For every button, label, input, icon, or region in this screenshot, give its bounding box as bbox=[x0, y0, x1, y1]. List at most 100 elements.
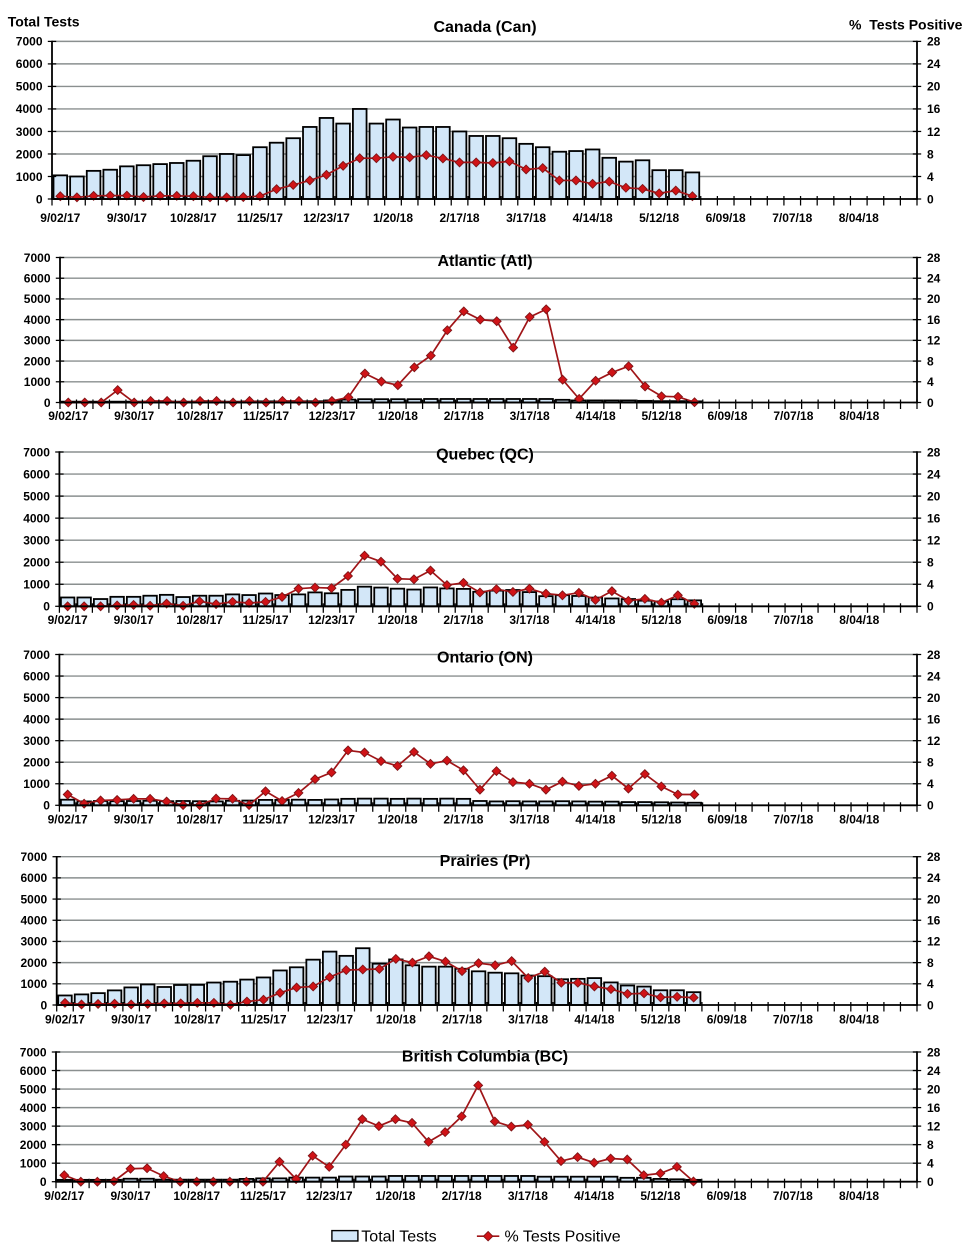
svg-text:12: 12 bbox=[927, 125, 941, 139]
svg-text:0: 0 bbox=[44, 396, 51, 410]
svg-text:9/02/17: 9/02/17 bbox=[44, 1189, 84, 1203]
svg-text:24: 24 bbox=[927, 467, 941, 481]
svg-text:0: 0 bbox=[41, 998, 48, 1012]
svg-text:4: 4 bbox=[927, 1156, 934, 1170]
svg-text:4000: 4000 bbox=[20, 914, 47, 928]
svg-text:12: 12 bbox=[927, 334, 941, 348]
svg-text:2000: 2000 bbox=[23, 756, 50, 770]
svg-text:2000: 2000 bbox=[20, 1138, 47, 1152]
svg-text:8: 8 bbox=[927, 1138, 934, 1152]
svg-text:1/20/18: 1/20/18 bbox=[373, 211, 413, 225]
svg-text:4000: 4000 bbox=[16, 102, 43, 116]
svg-text:5000: 5000 bbox=[23, 691, 50, 705]
svg-text:2/17/18: 2/17/18 bbox=[440, 211, 480, 225]
svg-text:28: 28 bbox=[927, 35, 941, 49]
svg-text:6/09/18: 6/09/18 bbox=[707, 1013, 747, 1027]
svg-text:British Columbia (BC): British Columbia (BC) bbox=[402, 1049, 568, 1066]
svg-text:4/14/18: 4/14/18 bbox=[573, 211, 613, 225]
svg-text:6000: 6000 bbox=[20, 1064, 47, 1078]
svg-text:20: 20 bbox=[927, 1082, 941, 1096]
svg-text:1/20/18: 1/20/18 bbox=[377, 813, 417, 827]
svg-text:7/07/18: 7/07/18 bbox=[773, 1013, 813, 1027]
svg-text:9/30/17: 9/30/17 bbox=[114, 409, 154, 423]
svg-text:4000: 4000 bbox=[23, 511, 50, 525]
svg-text:8/04/18: 8/04/18 bbox=[839, 1189, 879, 1203]
svg-text:3000: 3000 bbox=[23, 533, 50, 547]
svg-text:1/20/18: 1/20/18 bbox=[376, 1013, 416, 1027]
svg-text:1/20/18: 1/20/18 bbox=[375, 1189, 415, 1203]
svg-text:9/30/17: 9/30/17 bbox=[110, 1189, 150, 1203]
svg-text:3000: 3000 bbox=[23, 734, 50, 748]
svg-text:3/17/18: 3/17/18 bbox=[508, 1189, 548, 1203]
svg-text:7/07/18: 7/07/18 bbox=[773, 1189, 813, 1203]
svg-text:4/14/18: 4/14/18 bbox=[574, 1189, 614, 1203]
svg-text:9/02/17: 9/02/17 bbox=[48, 813, 88, 827]
svg-text:6000: 6000 bbox=[20, 871, 47, 885]
svg-text:2/17/18: 2/17/18 bbox=[444, 409, 484, 423]
svg-text:0: 0 bbox=[927, 998, 934, 1012]
svg-text:16: 16 bbox=[927, 313, 941, 327]
svg-text:8/04/18: 8/04/18 bbox=[839, 211, 879, 225]
svg-text:3/17/18: 3/17/18 bbox=[509, 613, 549, 627]
svg-text:0: 0 bbox=[36, 192, 43, 206]
svg-text:Ontario (ON): Ontario (ON) bbox=[437, 650, 533, 667]
svg-text:12/23/17: 12/23/17 bbox=[308, 813, 355, 827]
svg-text:6000: 6000 bbox=[23, 669, 50, 683]
svg-text:5/12/18: 5/12/18 bbox=[641, 1013, 681, 1027]
svg-text:7/07/18: 7/07/18 bbox=[773, 813, 813, 827]
svg-text:16: 16 bbox=[927, 511, 941, 525]
svg-text:9/30/17: 9/30/17 bbox=[107, 211, 147, 225]
svg-text:9/30/17: 9/30/17 bbox=[114, 813, 154, 827]
svg-text:6/09/18: 6/09/18 bbox=[707, 813, 747, 827]
svg-text:1000: 1000 bbox=[23, 578, 50, 592]
svg-text:7000: 7000 bbox=[20, 850, 47, 864]
svg-text:3000: 3000 bbox=[24, 334, 51, 348]
svg-text:% Tests Positive: % Tests Positive bbox=[849, 17, 963, 33]
svg-text:8: 8 bbox=[927, 756, 934, 770]
svg-text:24: 24 bbox=[927, 669, 941, 683]
svg-text:3000: 3000 bbox=[20, 1119, 47, 1133]
svg-text:5000: 5000 bbox=[20, 1082, 47, 1096]
svg-text:6/09/18: 6/09/18 bbox=[707, 1189, 747, 1203]
svg-text:3000: 3000 bbox=[20, 935, 47, 949]
svg-text:9/02/17: 9/02/17 bbox=[40, 211, 80, 225]
svg-text:8: 8 bbox=[927, 147, 934, 161]
svg-text:12/23/17: 12/23/17 bbox=[306, 1189, 353, 1203]
svg-text:2/17/18: 2/17/18 bbox=[443, 613, 483, 627]
svg-text:5000: 5000 bbox=[20, 892, 47, 906]
svg-text:9/02/17: 9/02/17 bbox=[48, 613, 88, 627]
svg-text:24: 24 bbox=[927, 1064, 941, 1078]
svg-text:6/09/18: 6/09/18 bbox=[707, 409, 747, 423]
svg-text:Atlantic (Atl): Atlantic (Atl) bbox=[437, 253, 532, 270]
svg-text:0: 0 bbox=[43, 799, 50, 813]
svg-text:4/14/18: 4/14/18 bbox=[576, 409, 616, 423]
svg-text:5/12/18: 5/12/18 bbox=[639, 211, 679, 225]
svg-text:1000: 1000 bbox=[24, 375, 51, 389]
svg-text:12: 12 bbox=[927, 533, 941, 547]
svg-text:2/17/18: 2/17/18 bbox=[443, 813, 483, 827]
svg-text:16: 16 bbox=[927, 1101, 941, 1115]
svg-text:3/17/18: 3/17/18 bbox=[508, 1013, 548, 1027]
svg-text:11/25/17: 11/25/17 bbox=[243, 813, 289, 827]
svg-text:4/14/18: 4/14/18 bbox=[575, 813, 615, 827]
svg-text:4: 4 bbox=[927, 375, 934, 389]
svg-text:4000: 4000 bbox=[23, 712, 50, 726]
svg-text:2000: 2000 bbox=[23, 556, 50, 570]
svg-text:1000: 1000 bbox=[16, 170, 43, 184]
svg-text:0: 0 bbox=[40, 1175, 47, 1189]
svg-text:11/25/17: 11/25/17 bbox=[240, 1013, 286, 1027]
svg-text:6000: 6000 bbox=[24, 272, 51, 286]
svg-text:12/23/17: 12/23/17 bbox=[308, 613, 355, 627]
svg-text:9/30/17: 9/30/17 bbox=[111, 1013, 151, 1027]
svg-text:0: 0 bbox=[927, 799, 934, 813]
svg-text:5/12/18: 5/12/18 bbox=[641, 613, 681, 627]
svg-text:7000: 7000 bbox=[24, 251, 51, 265]
svg-text:7000: 7000 bbox=[23, 648, 50, 662]
svg-text:28: 28 bbox=[927, 251, 941, 265]
svg-text:5000: 5000 bbox=[24, 292, 51, 306]
svg-text:7/07/18: 7/07/18 bbox=[772, 211, 812, 225]
svg-text:12/23/17: 12/23/17 bbox=[303, 211, 350, 225]
svg-text:5/12/18: 5/12/18 bbox=[641, 813, 681, 827]
svg-text:4: 4 bbox=[927, 777, 934, 791]
svg-text:7000: 7000 bbox=[16, 35, 43, 49]
